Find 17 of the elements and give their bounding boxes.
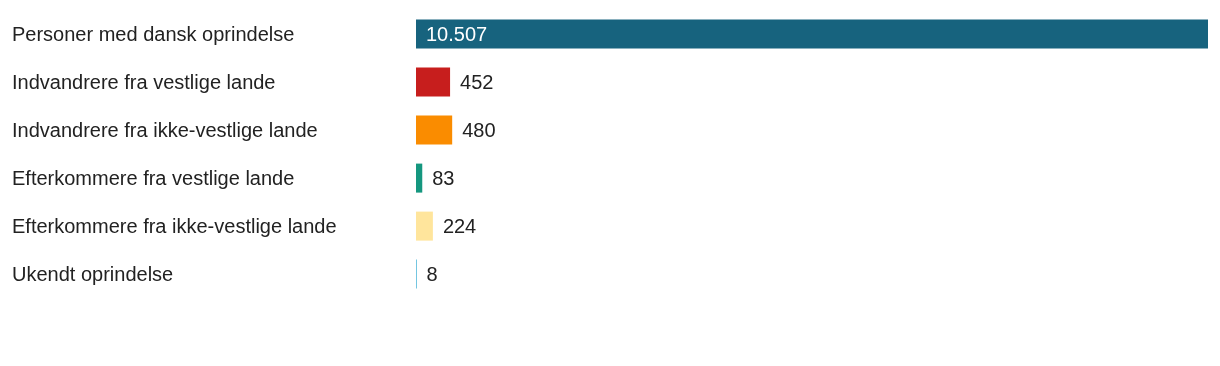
y-tick-label: Personer med dansk oprindelse <box>12 23 295 45</box>
bar <box>416 67 451 97</box>
bar <box>416 115 453 145</box>
data-label: 452 <box>460 71 494 94</box>
y-tick-label: Ukendt oprindelse <box>12 263 174 285</box>
data-label: 10.507 <box>426 23 488 46</box>
y-tick-label: Efterkommere fra vestlige lande <box>12 167 295 189</box>
bar <box>416 163 423 193</box>
data-label: 480 <box>462 119 496 142</box>
data-label: 224 <box>442 215 477 238</box>
y-tick-label: Efterkommere fra ikke-vestlige lande <box>12 215 337 237</box>
y-tick-label: Indvandrere fra ikke-vestlige lande <box>12 119 318 141</box>
bar <box>416 19 1208 49</box>
data-label: 8 <box>426 263 438 286</box>
bar <box>416 211 433 241</box>
y-tick-label: Indvandrere fra vestlige lande <box>12 71 276 93</box>
data-label: 83 <box>432 167 455 190</box>
